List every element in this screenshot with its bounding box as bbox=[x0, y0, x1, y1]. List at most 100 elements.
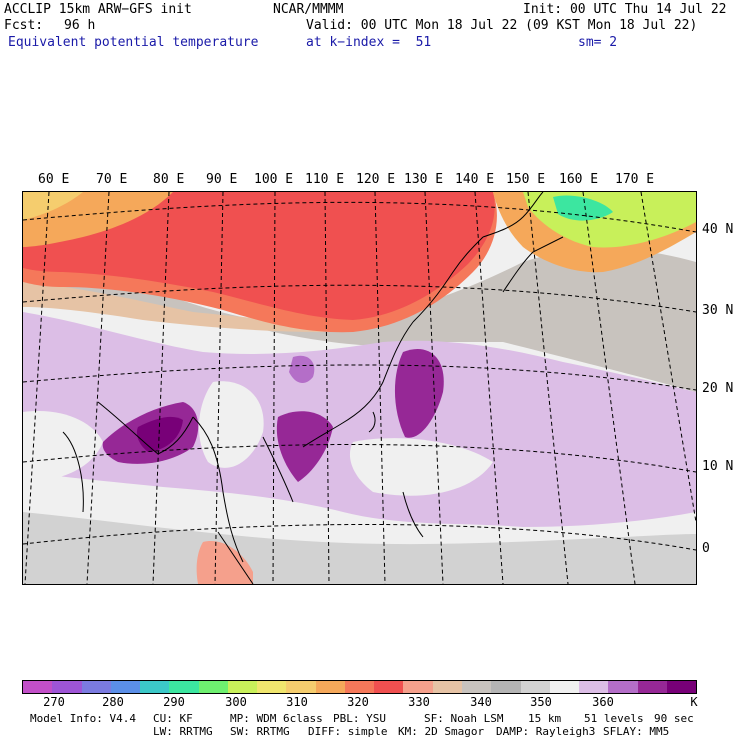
lon-label-150e: 150 E bbox=[506, 172, 546, 187]
taiwan-coast bbox=[368, 411, 376, 433]
colorbar-swatch-13 bbox=[403, 681, 433, 693]
colorbar-swatch-9 bbox=[286, 681, 316, 693]
footer-sf: SF: Noah LSM bbox=[424, 712, 504, 725]
colorbar-tick-310: 310 bbox=[286, 695, 308, 709]
south-china-sea-light bbox=[349, 438, 493, 496]
colorbar-swatch-19 bbox=[579, 681, 609, 693]
colorbar-swatch-5 bbox=[169, 681, 199, 693]
lon-label-110e: 110 E bbox=[305, 172, 345, 187]
footer-model-info: Model Info: V4.4 bbox=[30, 712, 136, 725]
south-china-core bbox=[289, 355, 315, 384]
tropical-light-purple bbox=[23, 312, 696, 527]
parallel-equator bbox=[23, 523, 696, 551]
colorbar-tick-350: 350 bbox=[530, 695, 552, 709]
sumatra-coast bbox=[217, 531, 254, 584]
equatorial-grey bbox=[23, 512, 696, 584]
tan-band bbox=[23, 282, 323, 332]
colorbar-swatch-7 bbox=[227, 681, 258, 693]
field-name: Equivalent potential temperature bbox=[8, 35, 259, 50]
philippine-sea-core bbox=[394, 348, 444, 438]
footer-pbl: PBL: YSU bbox=[333, 712, 386, 725]
colorbar-swatch-4 bbox=[140, 681, 170, 693]
colorbar-swatch-21 bbox=[637, 681, 667, 693]
meridian-110e bbox=[324, 192, 330, 584]
colorbar-swatch-22 bbox=[666, 681, 697, 693]
colorbar-swatch-17 bbox=[520, 681, 550, 693]
colorbar-unit: K bbox=[690, 695, 698, 709]
india-monsoon-peak bbox=[136, 416, 183, 452]
forecast-label: Fcst: bbox=[4, 18, 44, 33]
colorbar-tick-270: 270 bbox=[43, 695, 65, 709]
colorbar-swatch-12 bbox=[374, 681, 404, 693]
lat-label-30n: 30 N bbox=[702, 303, 734, 318]
coastlines bbox=[62, 192, 564, 584]
footer-mp: MP: WDM 6class bbox=[230, 712, 323, 725]
footer-damp: DAMP: Rayleigh3 bbox=[496, 725, 596, 738]
myanmar-coast bbox=[192, 416, 244, 563]
lon-label-90e: 90 E bbox=[206, 172, 238, 187]
korea-coast bbox=[482, 192, 544, 238]
forecast-hours: 96 h bbox=[64, 18, 96, 33]
colorbar-tick-300: 300 bbox=[225, 695, 247, 709]
lat-label-40n: 40 N bbox=[702, 222, 734, 237]
colorbar-swatch-15 bbox=[461, 681, 492, 693]
lat-label-0: 0 bbox=[702, 541, 710, 556]
valid-time: Valid: 00 UTC Mon 18 Jul 22 (09 KST Mon … bbox=[306, 18, 698, 33]
northeast-green bbox=[553, 195, 613, 221]
footer-lw: LW: RRTMG bbox=[153, 725, 213, 738]
parallel-10n bbox=[23, 444, 696, 473]
footer-cu: CU: KF bbox=[153, 712, 193, 725]
india-east-coast bbox=[97, 401, 194, 455]
colorbar-swatch-3 bbox=[110, 681, 141, 693]
lon-label-120e: 120 E bbox=[356, 172, 396, 187]
colorbar-tick-320: 320 bbox=[347, 695, 369, 709]
footer-timestep: 90 sec bbox=[654, 712, 694, 725]
footer-levels: 51 levels bbox=[584, 712, 644, 725]
lon-label-70e: 70 E bbox=[96, 172, 128, 187]
meridian-160e bbox=[582, 192, 636, 584]
india-west-coast bbox=[62, 431, 84, 513]
gulf-thailand-coast bbox=[262, 436, 294, 503]
hot-core-fill bbox=[23, 192, 495, 320]
colorbar-swatch-8 bbox=[257, 681, 287, 693]
footer-diff: DIFF: simple bbox=[308, 725, 388, 738]
footer-sw: SW: RRTMG bbox=[230, 725, 290, 738]
colorbar-swatch-2 bbox=[81, 681, 111, 693]
colorbar-tick-360: 360 bbox=[592, 695, 614, 709]
lat-label-10n: 10 N bbox=[702, 459, 734, 474]
lon-label-130e: 130 E bbox=[404, 172, 444, 187]
china-east-coast bbox=[412, 236, 484, 323]
northwest-yellow bbox=[23, 192, 83, 220]
colorbar-tick-280: 280 bbox=[102, 695, 124, 709]
china-south-coast bbox=[302, 321, 414, 448]
footer-km: KM: 2D Smagor bbox=[398, 725, 485, 738]
parallel-30n bbox=[23, 284, 696, 313]
colorbar-swatch-1 bbox=[52, 681, 82, 693]
meridian-70e bbox=[86, 192, 110, 584]
arabian-sea-light bbox=[23, 411, 103, 482]
colorbar-swatch-20 bbox=[608, 681, 638, 693]
footer-sflay: SFLAY: MM5 bbox=[603, 725, 670, 738]
meridian-60e bbox=[24, 192, 50, 584]
meridian-100e bbox=[272, 192, 276, 584]
lon-label-140e: 140 E bbox=[455, 172, 495, 187]
lon-label-60e: 60 E bbox=[38, 172, 70, 187]
colorbar-swatch-11 bbox=[344, 681, 375, 693]
graticule bbox=[23, 192, 696, 584]
japan-coast bbox=[502, 236, 564, 293]
meridian-150e bbox=[527, 192, 569, 584]
colorbar-tick-340: 340 bbox=[470, 695, 492, 709]
lon-label-170e: 170 E bbox=[615, 172, 655, 187]
lon-label-80e: 80 E bbox=[153, 172, 185, 187]
philippines-coast bbox=[402, 491, 424, 538]
map-panel bbox=[22, 191, 697, 585]
colorbar-swatch-10 bbox=[315, 681, 345, 693]
colorbar bbox=[22, 680, 697, 694]
equivalent-potential-temperature-map bbox=[23, 192, 696, 584]
sumatra-warm bbox=[196, 541, 253, 584]
model-title: ACCLIP 15km ARW−GFS init bbox=[4, 2, 192, 17]
init-time: Init: 00 UTC Thu 14 Jul 22 bbox=[523, 2, 727, 17]
lon-label-100e: 100 E bbox=[254, 172, 294, 187]
parallel-20n bbox=[23, 364, 696, 391]
colorbar-swatch-18 bbox=[549, 681, 580, 693]
